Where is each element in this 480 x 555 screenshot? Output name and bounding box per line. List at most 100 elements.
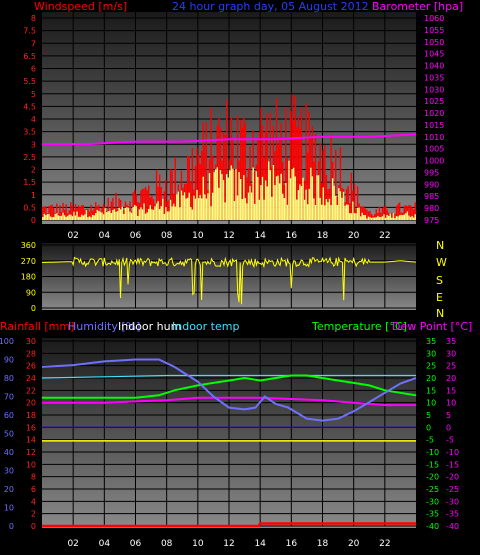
humidity-y-axis: 0 10 20 30 40 50 60 70 80 90 100 bbox=[0, 337, 14, 531]
compass-w: W bbox=[436, 256, 447, 269]
temperature-y-tick: -5 bbox=[426, 436, 434, 445]
temperature-y-tick: -10 bbox=[426, 448, 439, 457]
humidity-line bbox=[41, 358, 417, 422]
temperature-y-tick: -35 bbox=[426, 510, 439, 519]
wind-x-tick: 16 bbox=[286, 231, 298, 241]
wind-direction-line bbox=[42, 256, 417, 305]
wind-y-tick: 6.5 bbox=[23, 52, 36, 61]
temperature-y-tick: 20 bbox=[426, 374, 436, 383]
dewpoint-y-tick: -40 bbox=[446, 522, 459, 531]
dewpoint-y-tick: -20 bbox=[446, 473, 459, 482]
temperature-y-tick: -25 bbox=[426, 485, 439, 494]
humidity-y-tick: 50 bbox=[4, 430, 14, 439]
wind-y-tick: 7 bbox=[31, 39, 36, 48]
dewpoint-y-tick: -30 bbox=[446, 497, 459, 506]
humidity-y-tick: 10 bbox=[4, 504, 14, 513]
rainfall-y-tick: 2 bbox=[31, 510, 36, 519]
rainfall-y-tick: 26 bbox=[26, 362, 36, 371]
temp-x-tick: 16 bbox=[286, 539, 298, 549]
barometer-y-tick: 990 bbox=[424, 180, 439, 189]
temp-x-axis: 02 04 06 08 10 12 14 16 18 20 22 bbox=[67, 539, 390, 549]
rainfall-title: Rainfall [mm] bbox=[0, 320, 74, 333]
wind-x-tick: 12 bbox=[223, 231, 234, 241]
temperature-y-tick: 15 bbox=[426, 386, 436, 395]
indoor-temp-line bbox=[41, 374, 416, 379]
wind-x-tick: 22 bbox=[379, 231, 390, 241]
temp-x-tick: 12 bbox=[223, 539, 234, 549]
wind-x-tick: 20 bbox=[348, 231, 360, 241]
temperature-y-tick: -40 bbox=[426, 522, 439, 531]
wind-x-tick: 02 bbox=[67, 231, 78, 241]
wind-y-tick: 3.5 bbox=[23, 128, 36, 137]
rainfall-y-tick: 20 bbox=[26, 399, 36, 408]
dewpoint-y-tick: 0 bbox=[446, 423, 451, 432]
barometer-y-tick: 995 bbox=[424, 168, 439, 177]
wind-y-axis: 0 0.5 1 1.5 2 2.5 3 3.5 4 4.5 5 5.5 6 6.5 7 7.5 8 bbox=[23, 14, 36, 225]
barometer-y-tick: 1015 bbox=[424, 121, 444, 130]
temp-x-tick: 04 bbox=[99, 539, 111, 549]
wind-y-tick: 4.5 bbox=[23, 102, 36, 111]
rainfall-y-tick: 24 bbox=[26, 374, 36, 383]
temperature-y-tick: 25 bbox=[426, 362, 436, 371]
dewpoint-y-tick: -35 bbox=[446, 510, 459, 519]
humidity-y-tick: 70 bbox=[4, 393, 14, 402]
direction-y-tick: 360 bbox=[21, 241, 36, 250]
wind-y-tick: 0 bbox=[31, 216, 36, 225]
barometer-y-tick: 1020 bbox=[424, 109, 444, 118]
temperature-line bbox=[42, 374, 417, 399]
date-title: 24 hour graph day, 05 August 2012 bbox=[172, 0, 369, 13]
humidity-title: Humidity [%] bbox=[68, 320, 140, 333]
temp-x-tick: 02 bbox=[67, 539, 78, 549]
rainfall-y-tick: 12 bbox=[26, 448, 36, 457]
wind-x-tick: 08 bbox=[161, 231, 173, 241]
temperature-y-tick: -20 bbox=[426, 473, 439, 482]
temp-x-tick: 06 bbox=[130, 539, 142, 549]
wind-y-tick: 8 bbox=[31, 14, 36, 23]
wind-y-tick: 2.5 bbox=[23, 153, 36, 162]
rainfall-y-tick: 6 bbox=[31, 485, 36, 494]
temperature-title: Temperature [°C] bbox=[311, 320, 407, 333]
wind-y-tick: 4 bbox=[31, 115, 36, 124]
compass-n-top: N bbox=[436, 239, 444, 252]
temperature-y-tick: -15 bbox=[426, 460, 439, 469]
humidity-y-tick: 40 bbox=[4, 448, 14, 457]
temp-x-tick: 10 bbox=[192, 539, 204, 549]
humidity-y-tick: 80 bbox=[4, 374, 14, 383]
barometer-y-tick: 1035 bbox=[424, 73, 444, 82]
rainfall-y-tick: 16 bbox=[26, 423, 36, 432]
dewpoint-y-tick: -10 bbox=[446, 448, 459, 457]
dewpoint-y-tick: -25 bbox=[446, 485, 459, 494]
dewpoint-title: Dew Point [°C] bbox=[392, 320, 472, 333]
dewpoint-y-tick: 10 bbox=[446, 399, 456, 408]
rainfall-y-tick: 10 bbox=[26, 460, 36, 469]
temperature-y-tick: 0 bbox=[426, 423, 431, 432]
barometer-y-tick: 985 bbox=[424, 192, 439, 201]
direction-y-tick: 270 bbox=[21, 257, 36, 266]
barometer-y-tick: 1055 bbox=[424, 26, 444, 35]
dewpoint-y-tick: 30 bbox=[446, 349, 456, 358]
rainfall-y-tick: 0 bbox=[31, 522, 36, 531]
dewpoint-y-tick: 5 bbox=[446, 411, 451, 420]
dewpoint-y-tick: 25 bbox=[446, 362, 456, 371]
temperature-y-tick: -30 bbox=[426, 497, 439, 506]
wind-x-axis: 02 04 06 08 10 12 14 16 18 20 22 bbox=[67, 231, 390, 241]
temperature-y-tick: 10 bbox=[426, 399, 436, 408]
barometer-axis-title: Barometer [hpa] bbox=[372, 0, 463, 13]
wind-y-tick: 2 bbox=[31, 166, 36, 175]
barometer-y-tick: 1040 bbox=[424, 62, 444, 71]
wind-y-tick: 1.5 bbox=[23, 178, 36, 187]
temp-x-tick: 20 bbox=[348, 539, 360, 549]
rainfall-y-tick: 8 bbox=[31, 473, 36, 482]
temperature-y-axis: -40 -35 -30 -25 -20 -15 -10 -5 0 5 10 15 20 25 30 35 -40… bbox=[426, 337, 459, 531]
dewpoint-y-tick: 20 bbox=[446, 374, 456, 383]
wind-grid bbox=[42, 12, 416, 224]
temperature-y-tick: 30 bbox=[426, 349, 436, 358]
barometer-y-tick: 1025 bbox=[424, 97, 444, 106]
compass-labels: N W S E N bbox=[436, 239, 447, 320]
wind-x-tick: 10 bbox=[192, 231, 204, 241]
temperature-y-tick: 35 bbox=[426, 337, 436, 346]
dewpoint-line bbox=[42, 396, 416, 407]
barometer-y-tick: 1030 bbox=[424, 85, 444, 94]
wind-y-tick: 6 bbox=[31, 65, 36, 74]
